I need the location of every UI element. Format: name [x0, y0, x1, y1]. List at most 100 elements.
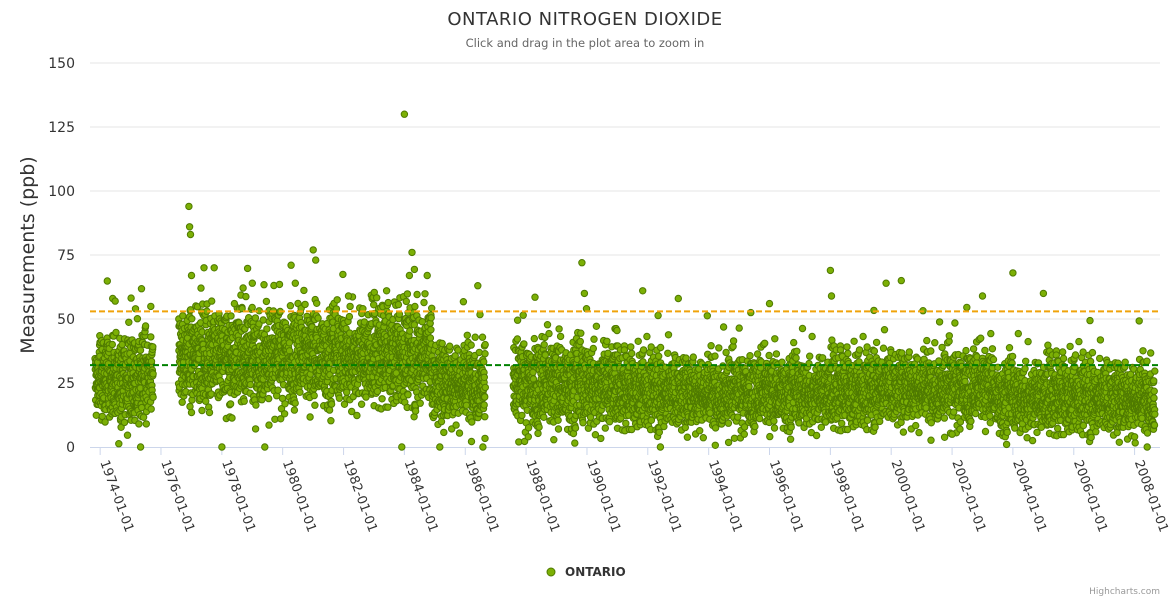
data-point[interactable]	[243, 264, 252, 273]
data-point[interactable]	[141, 322, 150, 330]
data-point[interactable]	[579, 419, 587, 427]
data-point[interactable]	[613, 326, 621, 335]
data-point[interactable]	[427, 314, 435, 322]
data-point[interactable]	[263, 325, 271, 333]
data-point[interactable]	[142, 420, 151, 428]
data-point[interactable]	[137, 285, 146, 293]
data-point[interactable]	[696, 427, 704, 435]
data-point[interactable]	[149, 343, 157, 351]
data-point[interactable]	[471, 333, 479, 341]
data-point[interactable]	[452, 421, 460, 429]
data-point[interactable]	[149, 393, 157, 401]
data-point[interactable]	[300, 286, 308, 295]
data-point[interactable]	[147, 302, 155, 311]
data-point[interactable]	[188, 315, 196, 323]
data-point[interactable]	[333, 296, 341, 304]
data-point[interactable]	[277, 415, 285, 423]
data-point[interactable]	[689, 353, 697, 361]
data-point[interactable]	[327, 417, 335, 425]
data-point[interactable]	[467, 341, 475, 349]
data-point[interactable]	[226, 400, 235, 408]
data-point[interactable]	[519, 311, 527, 319]
data-point[interactable]	[597, 434, 605, 443]
data-point[interactable]	[724, 419, 733, 427]
data-point[interactable]	[755, 414, 764, 423]
data-point[interactable]	[481, 393, 489, 401]
data-point[interactable]	[603, 337, 611, 345]
data-point[interactable]	[740, 430, 748, 438]
data-point[interactable]	[92, 411, 101, 419]
data-point[interactable]	[286, 302, 295, 310]
data-point[interactable]	[406, 327, 414, 335]
data-point[interactable]	[357, 400, 366, 408]
data-point[interactable]	[660, 422, 668, 431]
data-point[interactable]	[524, 433, 532, 441]
data-point[interactable]	[722, 348, 730, 357]
data-point[interactable]	[440, 428, 448, 437]
data-point[interactable]	[571, 424, 580, 432]
data-point[interactable]	[327, 400, 336, 408]
data-point[interactable]	[518, 411, 526, 420]
data-point[interactable]	[416, 399, 424, 407]
data-point[interactable]	[136, 346, 145, 354]
data-point[interactable]	[335, 394, 344, 402]
data-point[interactable]	[187, 408, 196, 417]
data-point[interactable]	[339, 270, 347, 279]
data-point[interactable]	[197, 284, 205, 292]
data-point[interactable]	[543, 321, 552, 329]
data-point[interactable]	[238, 304, 246, 313]
data-point[interactable]	[530, 334, 538, 343]
data-point[interactable]	[480, 401, 488, 409]
data-point[interactable]	[112, 328, 120, 337]
data-point[interactable]	[590, 335, 598, 343]
data-point[interactable]	[314, 314, 322, 322]
data-point[interactable]	[413, 290, 421, 299]
data-point[interactable]	[274, 386, 282, 394]
data-point[interactable]	[117, 423, 125, 431]
data-point[interactable]	[601, 424, 609, 432]
data-point[interactable]	[592, 322, 601, 330]
data-point[interactable]	[262, 297, 271, 306]
data-point[interactable]	[178, 398, 186, 406]
data-point[interactable]	[208, 297, 216, 305]
data-point[interactable]	[427, 326, 435, 334]
data-point[interactable]	[480, 373, 488, 381]
data-point[interactable]	[643, 332, 651, 341]
data-point[interactable]	[761, 339, 769, 347]
data-point[interactable]	[242, 292, 250, 301]
data-point[interactable]	[556, 332, 565, 341]
data-point[interactable]	[455, 429, 464, 437]
data-point[interactable]	[345, 312, 354, 321]
data-point[interactable]	[639, 346, 648, 354]
data-point[interactable]	[540, 413, 548, 421]
data-point[interactable]	[280, 410, 289, 418]
data-point[interactable]	[529, 375, 538, 383]
data-point[interactable]	[746, 352, 754, 360]
data-point[interactable]	[205, 408, 214, 417]
data-point[interactable]	[734, 413, 742, 421]
data-point[interactable]	[101, 418, 109, 426]
data-point[interactable]	[285, 347, 294, 355]
data-point[interactable]	[711, 352, 719, 360]
data-point[interactable]	[699, 434, 707, 442]
data-point[interactable]	[724, 438, 733, 447]
data-point[interactable]	[240, 397, 248, 405]
data-point[interactable]	[554, 416, 562, 424]
data-point[interactable]	[481, 434, 489, 443]
data-point[interactable]	[239, 284, 247, 292]
data-point[interactable]	[576, 337, 584, 346]
data-point[interactable]	[707, 342, 715, 350]
data-point[interactable]	[622, 419, 630, 428]
data-point[interactable]	[228, 414, 236, 422]
data-point[interactable]	[589, 344, 597, 353]
data-point[interactable]	[418, 318, 426, 326]
data-point[interactable]	[325, 406, 334, 414]
data-point[interactable]	[438, 339, 446, 348]
data-point[interactable]	[291, 399, 299, 407]
data-point[interactable]	[248, 303, 256, 312]
data-point[interactable]	[115, 440, 123, 448]
data-point[interactable]	[513, 335, 522, 343]
data-point[interactable]	[384, 298, 392, 307]
data-point[interactable]	[481, 340, 489, 349]
